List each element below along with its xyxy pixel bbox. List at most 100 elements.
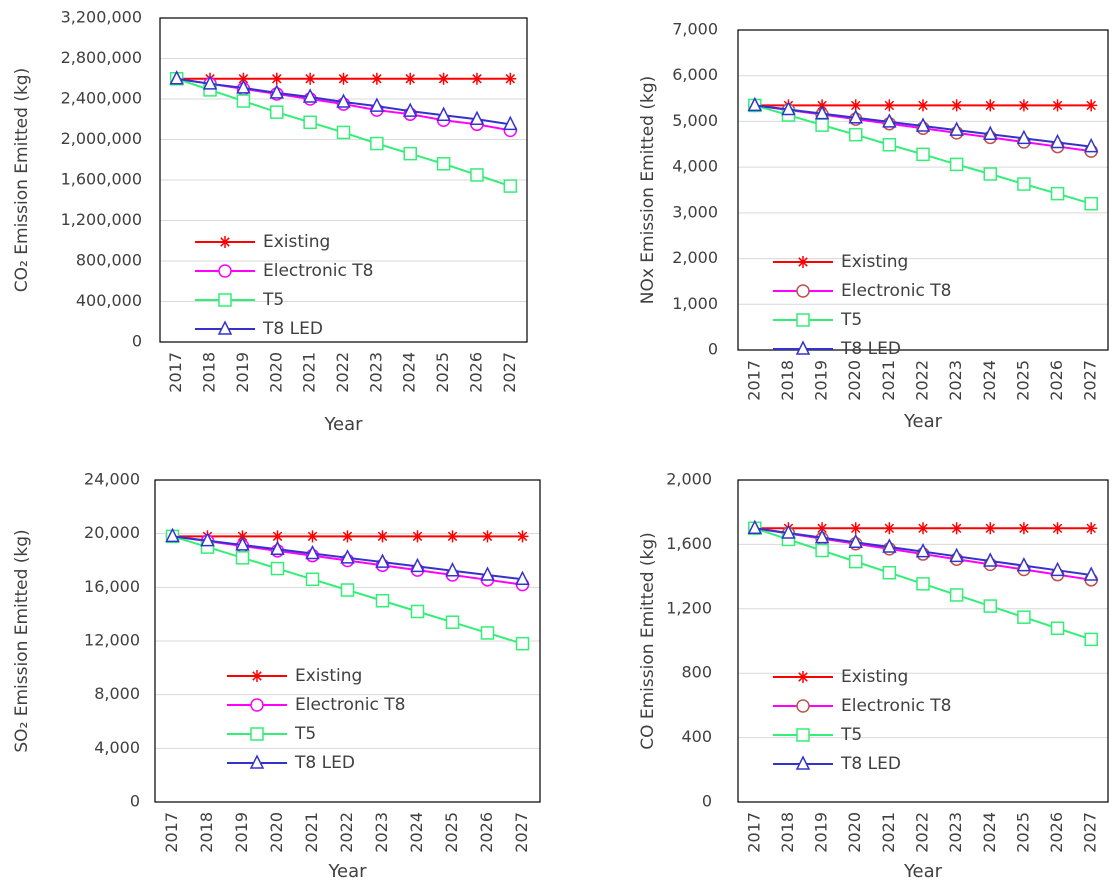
marker bbox=[370, 136, 384, 151]
x-tick-label: 2027 bbox=[512, 812, 531, 853]
marker bbox=[848, 533, 863, 549]
marker bbox=[436, 157, 451, 171]
x-tick-label: 2024 bbox=[407, 812, 426, 853]
marker bbox=[169, 70, 184, 85]
y-tick-label: 2,000 bbox=[672, 248, 718, 267]
marker bbox=[1016, 129, 1032, 145]
legend-label: Existing bbox=[841, 667, 908, 687]
legend-label: T5 bbox=[294, 724, 316, 744]
legend-marker bbox=[795, 755, 811, 770]
marker bbox=[949, 547, 964, 563]
legend-label: T8 LED bbox=[840, 754, 901, 774]
x-tick-label: 2019 bbox=[812, 812, 831, 853]
y-tick-label: 20,000 bbox=[84, 523, 140, 542]
marker bbox=[270, 72, 283, 85]
y-tick-label: 1,200,000 bbox=[61, 210, 142, 229]
marker bbox=[270, 561, 285, 576]
y-tick-label: 1,200 bbox=[666, 598, 712, 617]
y-tick-label: 8,000 bbox=[94, 684, 140, 703]
legend-label: Existing bbox=[841, 252, 908, 272]
legend-marker bbox=[251, 670, 263, 682]
y-tick-label: 0 bbox=[130, 792, 140, 811]
y-tick-label: 800 bbox=[681, 663, 712, 682]
marker bbox=[375, 553, 390, 568]
marker bbox=[410, 604, 425, 619]
chart: 0 1,000 2,000 3,000 4,000 5,000 6,000 7,000 2017… bbox=[638, 20, 1109, 432]
marker bbox=[504, 72, 517, 85]
marker bbox=[814, 104, 830, 120]
marker bbox=[165, 527, 180, 543]
marker bbox=[445, 562, 460, 577]
x-tick-label: 2026 bbox=[1047, 360, 1066, 401]
marker bbox=[336, 125, 351, 140]
y-tick-label: 16,000 bbox=[84, 577, 140, 596]
marker bbox=[950, 522, 963, 535]
y-tick-label: 800,000 bbox=[76, 251, 142, 270]
marker bbox=[437, 72, 450, 85]
marker bbox=[370, 72, 383, 85]
marker bbox=[949, 121, 964, 136]
marker bbox=[950, 99, 963, 112]
x-tick-label: 2025 bbox=[442, 812, 461, 853]
marker bbox=[816, 522, 829, 535]
marker bbox=[516, 530, 529, 543]
marker bbox=[849, 522, 862, 535]
marker bbox=[747, 519, 763, 535]
marker bbox=[848, 109, 863, 124]
x-tick-label: 2019 bbox=[812, 360, 831, 401]
marker bbox=[269, 84, 284, 99]
marker bbox=[984, 522, 997, 535]
legend-marker bbox=[250, 698, 264, 712]
marker bbox=[917, 99, 929, 112]
x-tick-label: 2020 bbox=[267, 812, 286, 853]
x-tick-label: 2027 bbox=[1081, 360, 1100, 401]
marker bbox=[1017, 99, 1030, 112]
y-axis-label: NOx Emission Emitted (kg) bbox=[638, 76, 658, 305]
marker bbox=[480, 566, 495, 581]
y-axis-label: SO₂ Emission Emitted (kg) bbox=[12, 529, 32, 752]
x-axis-label: Year bbox=[903, 411, 943, 432]
marker bbox=[404, 72, 417, 85]
marker bbox=[983, 552, 998, 567]
marker bbox=[410, 557, 425, 573]
x-tick-label: 2023 bbox=[946, 812, 965, 853]
marker bbox=[915, 117, 931, 132]
marker bbox=[515, 570, 530, 586]
x-tick-label: 2018 bbox=[778, 812, 797, 853]
marker bbox=[883, 522, 896, 535]
marker bbox=[882, 565, 897, 580]
marker bbox=[304, 72, 317, 85]
legend-label: Electronic T8 bbox=[841, 696, 951, 716]
legend-label: T8 LED bbox=[262, 319, 323, 339]
marker bbox=[1051, 522, 1064, 535]
x-tick-label: 2022 bbox=[337, 812, 356, 853]
chart: 0 400 800 1,200 1,600 2,000 2017 2018 2019 2020 20… bbox=[638, 470, 1109, 881]
x-tick-label: 2023 bbox=[946, 360, 965, 401]
x-tick-label: 2021 bbox=[300, 352, 319, 393]
y-tick-label: 400 bbox=[681, 727, 712, 746]
marker bbox=[480, 626, 495, 640]
marker bbox=[306, 530, 319, 543]
marker bbox=[403, 146, 417, 161]
marker bbox=[375, 594, 390, 608]
marker bbox=[469, 110, 485, 125]
chart: 0 400,000 800,000 1,200,000 1,600,000 2,000,0… bbox=[12, 8, 528, 435]
marker bbox=[411, 530, 424, 543]
marker bbox=[1016, 556, 1032, 572]
marker bbox=[235, 536, 250, 551]
legend-marker bbox=[796, 313, 810, 327]
y-tick-label: 2,000 bbox=[666, 470, 712, 489]
legend-label: T5 bbox=[262, 290, 284, 310]
y-axis-label: CO Emission Emitted (kg) bbox=[638, 532, 658, 750]
marker bbox=[949, 157, 964, 172]
marker bbox=[235, 551, 250, 565]
marker bbox=[1050, 133, 1065, 149]
marker bbox=[917, 522, 929, 535]
marker bbox=[1050, 561, 1065, 577]
x-tick-label: 2023 bbox=[372, 812, 391, 853]
legend-label: T8 LED bbox=[840, 339, 901, 359]
x-tick-label: 2025 bbox=[1013, 812, 1032, 853]
chart: 0 4,000 8,000 12,000 16,000 20,000 24,000 2017 2… bbox=[12, 470, 541, 881]
y-tick-label: 0 bbox=[708, 340, 718, 359]
x-tick-label: 2022 bbox=[913, 360, 932, 401]
